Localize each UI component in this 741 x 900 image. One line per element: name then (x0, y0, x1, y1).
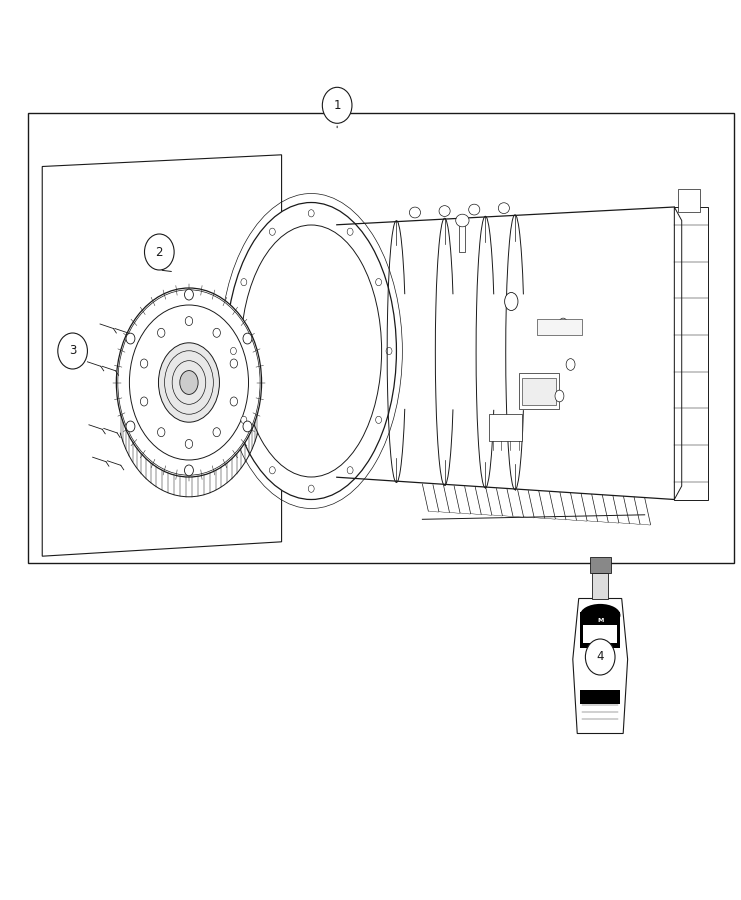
Ellipse shape (347, 228, 353, 235)
Ellipse shape (555, 390, 564, 401)
Ellipse shape (158, 328, 165, 338)
Bar (522, 378, 556, 405)
Bar (519, 374, 559, 410)
Ellipse shape (185, 465, 193, 476)
Ellipse shape (456, 214, 469, 227)
Ellipse shape (140, 359, 147, 368)
Bar (580, 706, 620, 723)
Polygon shape (674, 207, 682, 500)
Circle shape (58, 333, 87, 369)
Ellipse shape (505, 292, 518, 310)
Ellipse shape (439, 205, 450, 216)
Ellipse shape (580, 604, 620, 626)
Ellipse shape (376, 417, 382, 424)
Ellipse shape (230, 347, 236, 355)
Ellipse shape (158, 428, 165, 436)
Ellipse shape (230, 397, 238, 406)
Circle shape (144, 234, 174, 270)
Ellipse shape (180, 371, 198, 394)
Text: 4: 4 (597, 651, 604, 663)
Bar (674, 207, 708, 500)
Circle shape (322, 87, 352, 123)
Ellipse shape (226, 202, 396, 500)
Ellipse shape (559, 318, 568, 330)
Ellipse shape (308, 485, 314, 492)
Bar (590, 557, 611, 573)
Ellipse shape (269, 467, 275, 474)
Ellipse shape (243, 333, 252, 344)
Text: 2: 2 (156, 246, 163, 258)
Ellipse shape (126, 421, 135, 432)
Ellipse shape (498, 202, 510, 213)
Polygon shape (573, 598, 628, 733)
Bar (580, 690, 620, 704)
Ellipse shape (347, 467, 353, 474)
Bar (459, 220, 465, 252)
Ellipse shape (185, 317, 193, 326)
Ellipse shape (270, 228, 276, 235)
Ellipse shape (159, 343, 219, 422)
Ellipse shape (116, 288, 262, 477)
Ellipse shape (241, 279, 247, 286)
Ellipse shape (566, 358, 575, 371)
Ellipse shape (308, 210, 314, 217)
Ellipse shape (185, 289, 193, 300)
Ellipse shape (241, 416, 247, 424)
Ellipse shape (213, 428, 220, 436)
Ellipse shape (386, 347, 392, 355)
Ellipse shape (126, 333, 135, 344)
Text: M: M (597, 618, 603, 623)
Bar (28, 112, 734, 562)
Text: 1: 1 (333, 99, 341, 112)
Bar (592, 573, 608, 598)
Ellipse shape (185, 439, 193, 448)
Ellipse shape (243, 421, 252, 432)
Bar (580, 612, 620, 648)
Ellipse shape (376, 279, 382, 286)
Bar (583, 625, 617, 643)
Circle shape (585, 639, 615, 675)
Ellipse shape (468, 204, 480, 215)
Ellipse shape (140, 397, 147, 406)
Bar (678, 189, 700, 212)
Bar (537, 319, 582, 335)
Ellipse shape (230, 359, 238, 368)
Ellipse shape (409, 207, 421, 218)
Ellipse shape (213, 328, 220, 338)
Bar (489, 414, 522, 441)
Polygon shape (42, 155, 282, 556)
Text: 3: 3 (69, 345, 76, 357)
Ellipse shape (241, 225, 382, 477)
